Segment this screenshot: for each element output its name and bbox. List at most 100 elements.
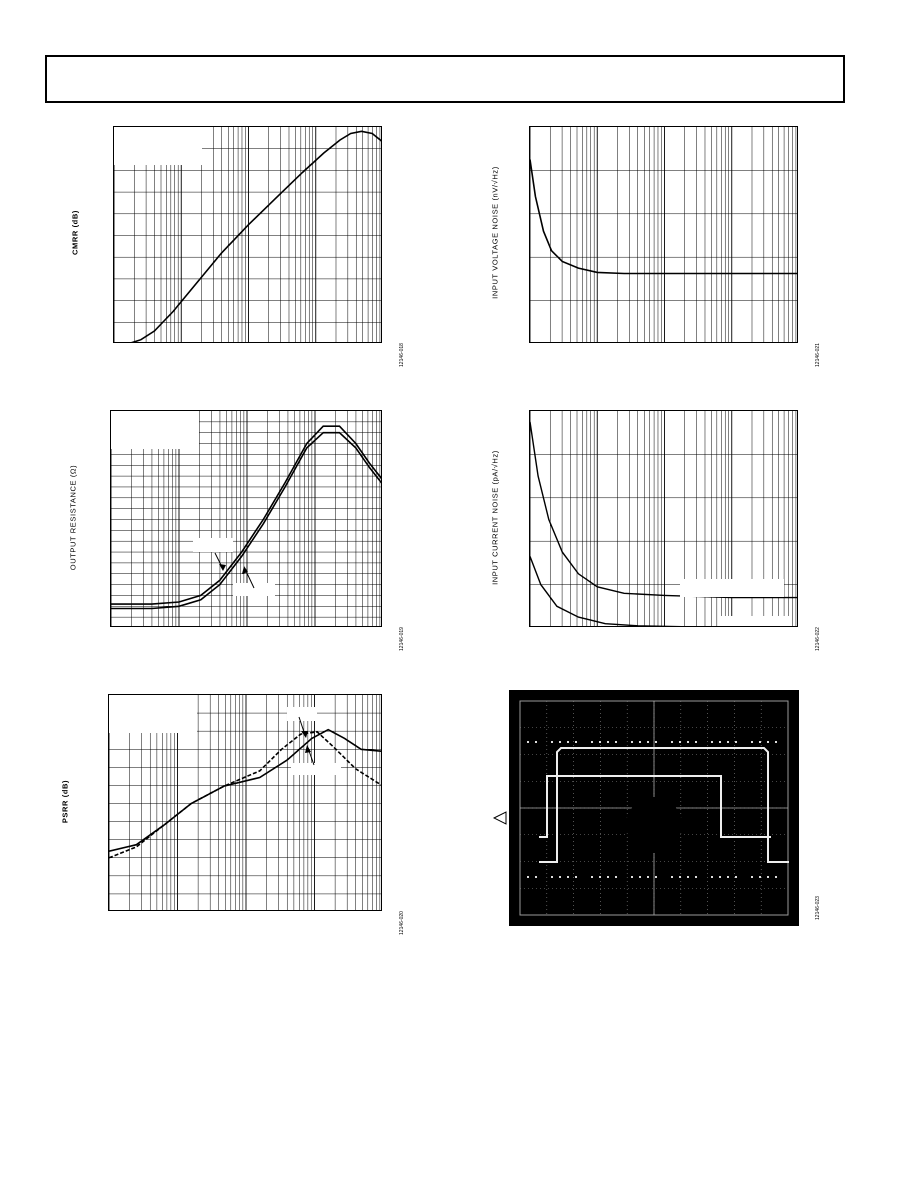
measurement-dot — [711, 876, 713, 878]
cmrr-figure-id: 12146-018 — [399, 343, 405, 367]
measurement-dot — [591, 741, 593, 743]
input-trace — [539, 775, 771, 838]
series-line-2 — [109, 731, 381, 859]
cmrr-ylabel: CMRR (dB) — [70, 210, 80, 255]
voltage-noise-chart-svg — [530, 127, 797, 342]
series-line-1 — [530, 159, 797, 275]
measurement-dot — [647, 741, 649, 743]
measurement-dot — [695, 876, 697, 878]
annotation-area — [233, 583, 275, 596]
series-line-1 — [111, 425, 381, 605]
current-noise-figure-id: 12146-022 — [815, 627, 821, 651]
psrr-figure-id: 12146-020 — [399, 911, 405, 935]
current-noise-chart-svg — [530, 411, 797, 626]
measurement-dot — [759, 876, 761, 878]
page-header-box — [45, 55, 845, 103]
output-resistance-plot — [110, 410, 382, 627]
measurement-dot — [535, 876, 537, 878]
psrr-ylabel: PSRR (dB) — [60, 779, 70, 824]
scope-svg — [519, 700, 789, 916]
measurement-dot — [527, 876, 529, 878]
measurement-dot — [639, 741, 641, 743]
legend-area — [111, 411, 199, 449]
measurement-dot — [559, 741, 561, 743]
measurement-dot — [695, 741, 697, 743]
measurement-dot — [655, 741, 657, 743]
measurement-dot — [575, 741, 577, 743]
measurement-dot — [767, 876, 769, 878]
measurement-dot — [751, 741, 753, 743]
arrow-head — [305, 745, 311, 753]
measurement-dot — [719, 876, 721, 878]
output-resistance-figure-id: 12146-019 — [399, 627, 405, 651]
arrow-head — [219, 564, 226, 571]
measurement-dot — [639, 876, 641, 878]
measurement-dot — [527, 741, 529, 743]
current-noise-ylabel: INPUT CURRENT NOISE (pA/√Hz) — [490, 450, 500, 585]
measurement-dot — [735, 741, 737, 743]
ground-marker-icon — [493, 811, 507, 825]
measurement-dot — [679, 876, 681, 878]
series-line-1 — [131, 130, 381, 342]
series-line-2 — [530, 556, 682, 626]
measurement-dot — [751, 876, 753, 878]
measurement-dot — [559, 876, 561, 878]
measurement-dot — [775, 741, 777, 743]
measurement-dot — [687, 741, 689, 743]
psrr-plot — [108, 694, 382, 911]
arrow-head — [242, 566, 248, 574]
output-resistance-ylabel: OUTPUT RESISTANCE (Ω) — [68, 464, 78, 571]
measurement-dot — [575, 876, 577, 878]
annotation-area — [720, 616, 790, 626]
scope-center-blob — [626, 797, 682, 853]
psrr-chart-svg — [109, 695, 381, 910]
measurement-dot — [615, 876, 617, 878]
measurement-dot — [599, 741, 601, 743]
measurement-dot — [607, 741, 609, 743]
measurement-dot — [767, 741, 769, 743]
annotation-area — [287, 707, 317, 721]
measurement-dot — [591, 876, 593, 878]
grid-lines — [530, 127, 797, 342]
series-line-1 — [109, 728, 381, 852]
scope-figure-id: 12146-023 — [815, 896, 821, 920]
output-resistance-chart-svg — [111, 411, 381, 626]
arrow-head — [301, 731, 308, 738]
measurement-dot — [687, 876, 689, 878]
annotation-area — [680, 579, 784, 597]
cmrr-chart-svg — [114, 127, 381, 342]
measurement-dot — [535, 741, 537, 743]
voltage-noise-figure-id: 12146-021 — [815, 343, 821, 367]
measurement-dot — [599, 876, 601, 878]
scope-measurement-dots — [527, 741, 777, 878]
measurement-dot — [759, 741, 761, 743]
current-noise-plot — [529, 410, 798, 627]
legend-area — [109, 695, 197, 733]
measurement-dot — [647, 876, 649, 878]
voltage-noise-ylabel: INPUT VOLTAGE NOISE (nV/√Hz) — [490, 166, 500, 299]
annotation-area — [291, 763, 341, 775]
legend-area — [114, 127, 202, 165]
measurement-dot — [607, 876, 609, 878]
measurement-dot — [631, 741, 633, 743]
scope-screen — [509, 690, 799, 926]
measurement-dot — [567, 741, 569, 743]
voltage-noise-plot — [529, 126, 798, 343]
measurement-dot — [735, 876, 737, 878]
measurement-dot — [551, 876, 553, 878]
measurement-dot — [671, 741, 673, 743]
output-trace — [539, 747, 789, 863]
measurement-dot — [775, 876, 777, 878]
measurement-dot — [671, 876, 673, 878]
measurement-dot — [727, 741, 729, 743]
cmrr-plot — [113, 126, 382, 343]
measurement-dot — [567, 876, 569, 878]
measurement-dot — [631, 876, 633, 878]
measurement-dot — [711, 741, 713, 743]
series-line-1 — [530, 421, 797, 599]
annotation-area — [193, 538, 233, 552]
grid-lines — [109, 695, 381, 910]
measurement-dot — [679, 741, 681, 743]
measurement-dot — [615, 741, 617, 743]
measurement-dot — [655, 876, 657, 878]
